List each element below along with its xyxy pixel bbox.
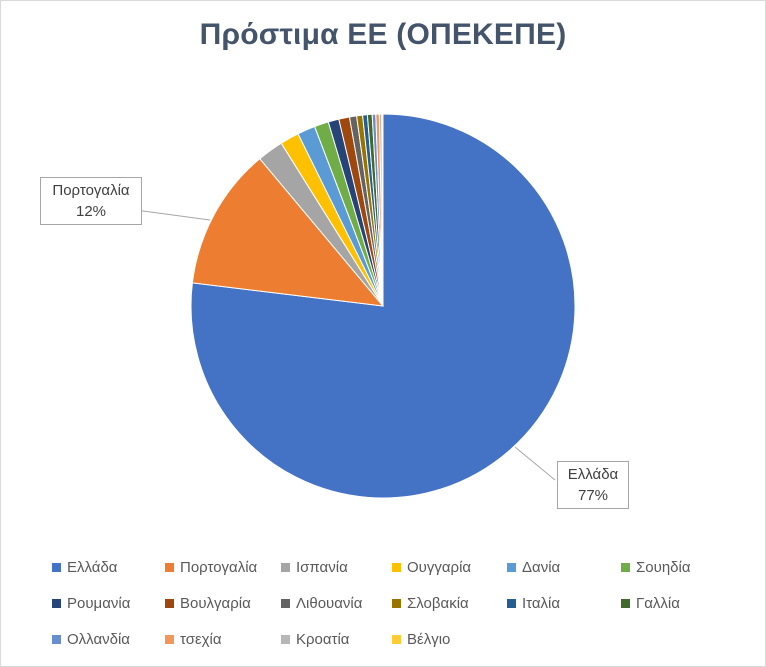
- chart-legend: Ελλάδα Πορτογαλία Ισπανία Ουγγαρία Δανία Σουη…: [0, 555, 766, 655]
- legend-swatch: [52, 635, 61, 644]
- legend-item: Σλοβακία: [392, 595, 469, 612]
- legend-label: Ιταλία: [522, 595, 561, 612]
- legend-label: Σλοβακία: [407, 595, 469, 612]
- legend-item: Σουηδία: [621, 559, 691, 576]
- legend-item: Δανία: [507, 559, 560, 576]
- legend-label: Ελλάδα: [67, 559, 118, 576]
- legend-label: Λιθουανία: [296, 595, 363, 612]
- legend-item: Ρουμανία: [52, 595, 130, 612]
- legend-item: τσεχία: [165, 631, 222, 648]
- legend-swatch: [281, 635, 290, 644]
- pie-slice-1: [191, 158, 385, 307]
- legend-item: Κροατία: [281, 631, 349, 648]
- data-label-portugal: Πορτογαλία 12%: [40, 177, 142, 225]
- legend-swatch: [621, 563, 630, 572]
- data-label-greece: Ελλάδα 77%: [557, 461, 629, 509]
- legend-item: Βουλγαρία: [165, 595, 251, 612]
- legend-label: Ολλανδία: [67, 631, 130, 648]
- pie-slice-15: [381, 113, 384, 307]
- legend-label: Γαλλία: [636, 595, 680, 612]
- legend-item: Ισπανία: [281, 559, 348, 576]
- chart-title: Πρόστιμα ΕΕ (ΟΠΕΚΕΠΕ): [199, 18, 567, 51]
- legend-item: Λιθουανία: [281, 595, 362, 612]
- legend-label: Δανία: [522, 559, 561, 576]
- legend-item: Ιταλία: [507, 595, 560, 612]
- legend-label: Βέλγιο: [407, 631, 451, 648]
- legend-label: Ισπανία: [296, 559, 348, 576]
- legend-label: Κροατία: [296, 631, 350, 648]
- legend-swatch: [392, 635, 401, 644]
- pie-slice-0: [190, 113, 576, 499]
- data-label-greece-percent: 77%: [577, 487, 609, 504]
- legend-swatch: [392, 563, 401, 572]
- data-label-greece-name: Ελλάδα: [567, 466, 619, 483]
- data-label-portugal-percent: 12%: [75, 203, 107, 220]
- legend-label: Ρουμανία: [67, 595, 131, 612]
- legend-label: Σουηδία: [636, 559, 691, 576]
- legend-swatch: [52, 599, 61, 608]
- legend-label: Πορτογαλία: [180, 559, 258, 576]
- legend-label: Βουλγαρία: [180, 595, 251, 612]
- legend-item: Ουγγαρία: [392, 559, 471, 576]
- legend-item: Ελλάδα: [52, 559, 117, 576]
- leader-line-1: [514, 446, 556, 481]
- legend-label: τσεχία: [180, 631, 222, 648]
- data-label-portugal-name: Πορτογαλία: [52, 182, 130, 199]
- legend-swatch: [165, 599, 174, 608]
- legend-swatch: [621, 599, 630, 608]
- legend-swatch: [281, 599, 290, 608]
- legend-item: Ολλανδία: [52, 631, 130, 648]
- legend-swatch: [165, 635, 174, 644]
- legend-label: Ουγγαρία: [407, 559, 472, 576]
- legend-swatch: [507, 599, 516, 608]
- legend-item: Πορτογαλία: [165, 559, 257, 576]
- legend-swatch: [281, 563, 290, 572]
- legend-item: Γαλλία: [621, 595, 680, 612]
- legend-swatch: [507, 563, 516, 572]
- legend-item: Βέλγιο: [392, 631, 450, 648]
- legend-swatch: [52, 563, 61, 572]
- legend-swatch: [165, 563, 174, 572]
- legend-swatch: [392, 599, 401, 608]
